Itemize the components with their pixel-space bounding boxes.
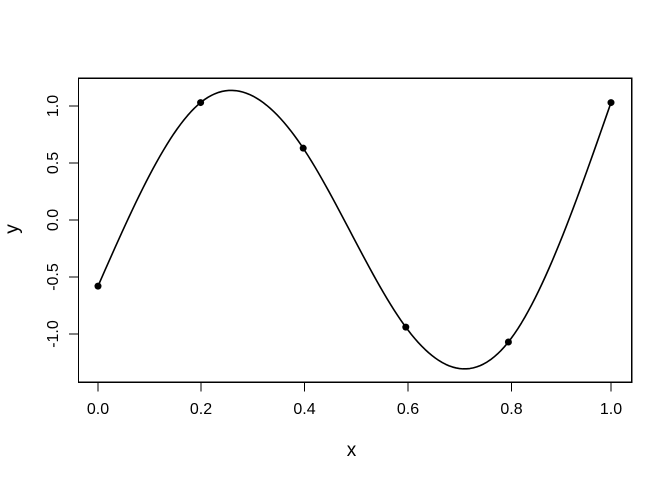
svg-text:0.4: 0.4 [293, 401, 315, 418]
svg-text:0.0: 0.0 [45, 209, 62, 231]
svg-text:-1.0: -1.0 [45, 320, 62, 348]
svg-text:-0.5: -0.5 [45, 263, 62, 291]
svg-text:0.5: 0.5 [45, 152, 62, 174]
svg-text:y: y [2, 224, 23, 234]
svg-text:0.2: 0.2 [190, 401, 212, 418]
svg-text:0.0: 0.0 [87, 401, 109, 418]
svg-text:0.6: 0.6 [397, 401, 419, 418]
svg-text:0.8: 0.8 [500, 401, 522, 418]
svg-text:x: x [347, 440, 357, 461]
svg-text:1.0: 1.0 [45, 95, 62, 117]
svg-text:1.0: 1.0 [600, 401, 622, 418]
